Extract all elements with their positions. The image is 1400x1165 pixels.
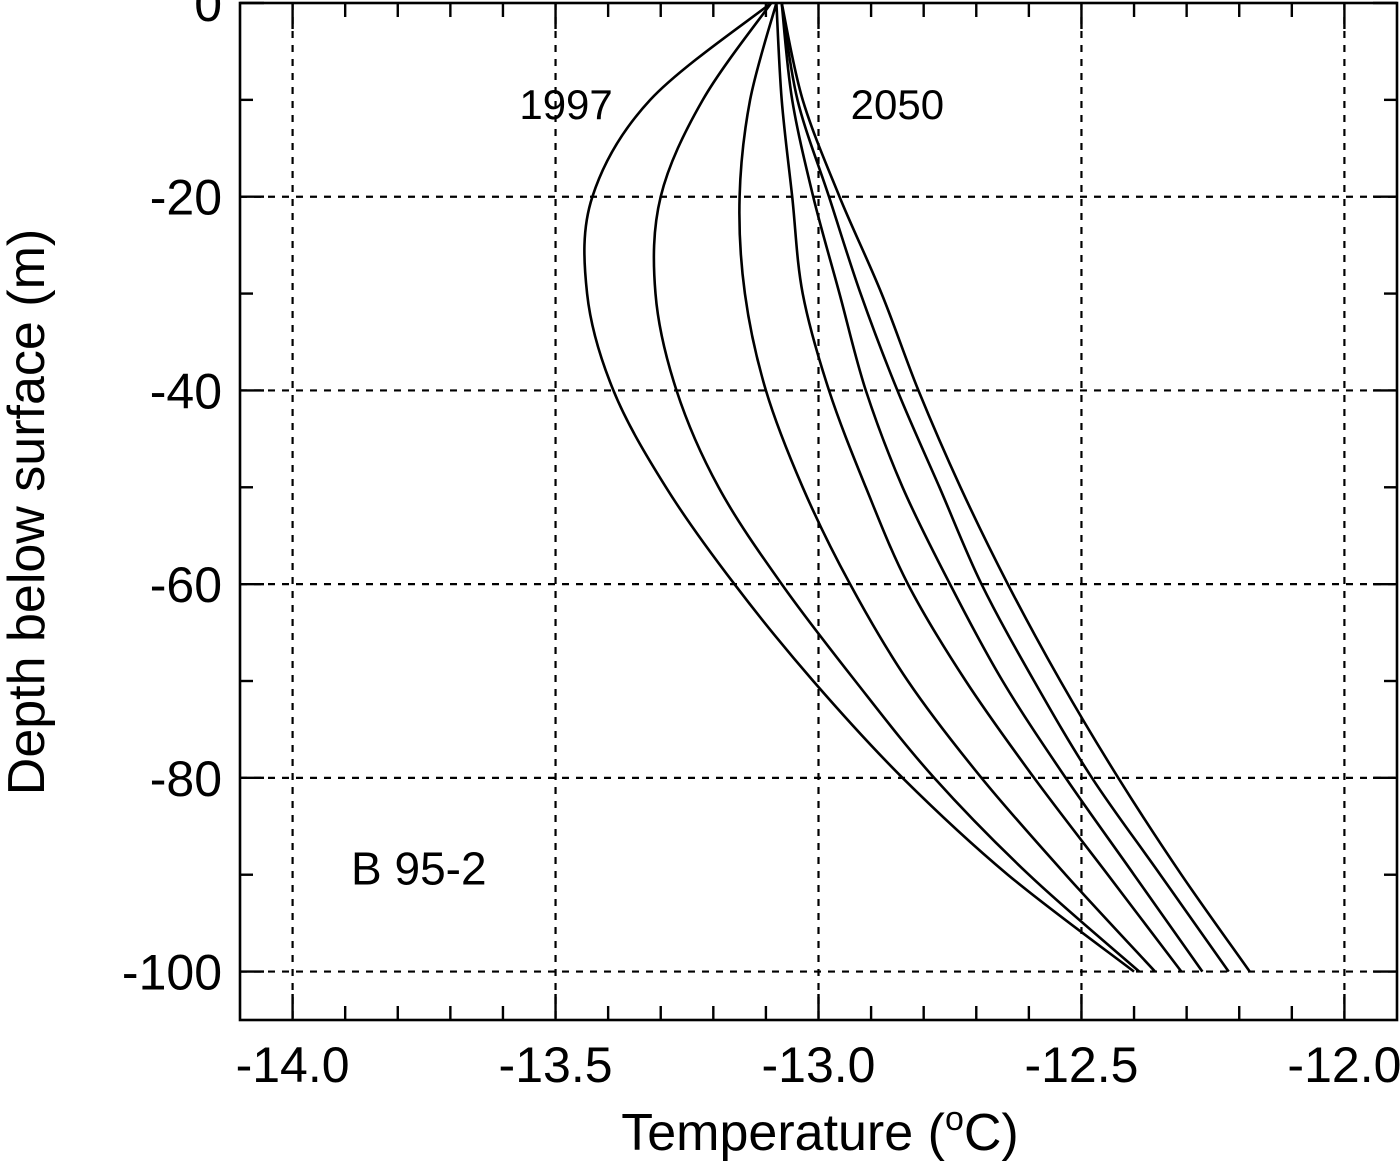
profile-curve-6 <box>780 2 1251 973</box>
x-tick-label: -12.5 <box>1024 1037 1138 1093</box>
x-axis-title-superscript: o <box>945 1100 964 1138</box>
profile-curve-1 <box>652 2 1141 973</box>
x-axis-title: Temperature (oC) <box>621 1100 1018 1162</box>
plot-frame <box>238 1 1399 1022</box>
y-tick-label: -80 <box>150 751 222 807</box>
profile-curve-5 <box>780 2 1230 973</box>
y-tick-label: -20 <box>150 170 222 226</box>
profile-curve-0 <box>583 1 1135 973</box>
profile-curve-2 <box>738 2 1157 973</box>
y-tick-label: -60 <box>150 557 222 613</box>
x-tick-labels: -14.0 -13.5 -13.0 -12.5 -12.0 <box>236 1037 1400 1093</box>
y-tick-labels: 0 -20 -40 -60 -80 -100 <box>122 0 222 1001</box>
grid-lines <box>240 3 1397 1020</box>
x-axis-title-end: C) <box>964 1104 1019 1162</box>
y-tick-label: -40 <box>150 363 222 419</box>
series-curves <box>583 1 1251 973</box>
x-tick-label: -13.0 <box>762 1037 876 1093</box>
profile-curve-4 <box>780 2 1204 973</box>
profile-curve-3 <box>775 2 1183 973</box>
y-tick-label: 0 <box>194 0 222 32</box>
annotation-0: 1997 <box>519 81 612 128</box>
annotation-2: B 95-2 <box>351 842 487 894</box>
annotation-1: 2050 <box>851 81 944 128</box>
y-tick-label: -100 <box>122 945 222 1001</box>
y-axis-title: Depth below surface (m) <box>0 229 56 795</box>
x-tick-label: -13.5 <box>499 1037 613 1093</box>
x-tick-label: -12.0 <box>1287 1037 1400 1093</box>
x-tick-label: -14.0 <box>236 1037 350 1093</box>
annotations: 1997 2050 B 95-2 <box>351 81 944 894</box>
